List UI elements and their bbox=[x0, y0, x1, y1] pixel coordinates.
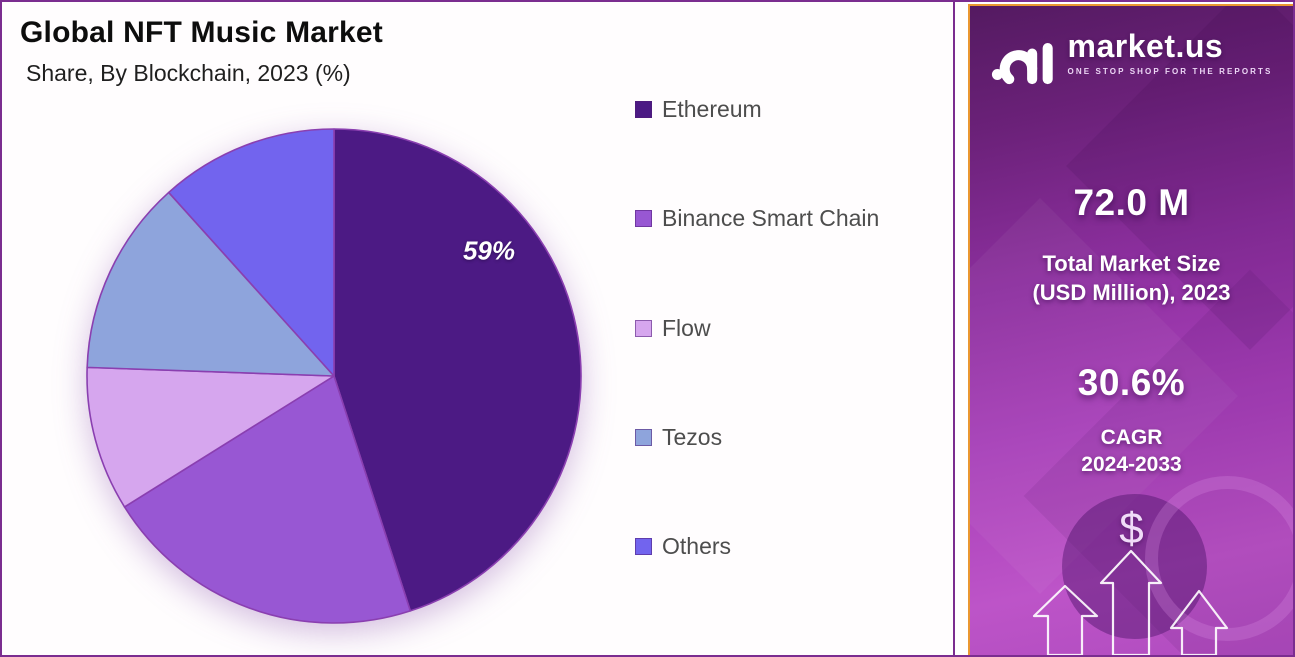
pie-data-label: 59% bbox=[462, 235, 516, 266]
legend-item: Ethereum bbox=[635, 96, 879, 123]
pie-circle bbox=[86, 128, 582, 624]
legend-label: Ethereum bbox=[662, 96, 762, 122]
dollar-icon: $ bbox=[1119, 504, 1144, 553]
card-divider bbox=[953, 2, 955, 655]
page-title: Global NFT Music Market bbox=[20, 16, 383, 49]
cagr-label: CAGR 2024-2033 bbox=[970, 424, 1293, 479]
cagr-value: 30.6% bbox=[1077, 362, 1186, 403]
cagr-label-line1: CAGR bbox=[1100, 426, 1163, 449]
growth-arrows-icon bbox=[1032, 549, 1229, 655]
legend-label: Binance Smart Chain bbox=[662, 205, 880, 232]
pie-slice bbox=[86, 191, 335, 377]
legend-swatch bbox=[635, 319, 652, 337]
market-size-label-line1: Total Market Size bbox=[1042, 251, 1221, 276]
legend-item: Binance Smart Chain bbox=[635, 205, 879, 232]
cagr-label-line2: 2024-2033 bbox=[1081, 453, 1182, 477]
market-size-label-line2: (USD Million), 2023 bbox=[1032, 279, 1231, 305]
market-us-logo: market.us ONE STOP SHOP FOR THE REPORTS bbox=[970, 30, 1293, 88]
brand-text-block: market.us ONE STOP SHOP FOR THE REPORTS bbox=[1068, 30, 1273, 76]
pie-slice bbox=[167, 128, 335, 377]
pie-slice bbox=[123, 375, 412, 624]
market-size-value: 72.0 M bbox=[1073, 182, 1190, 223]
chart-card: Global NFT Music Market Share, By Blockc… bbox=[2, 2, 955, 655]
legend-label: Others bbox=[662, 533, 732, 559]
market-us-logo-icon bbox=[991, 43, 1053, 85]
legend-item: Flow bbox=[635, 315, 879, 342]
market-size-label: Total Market Size (USD Million), 2023 bbox=[970, 250, 1293, 307]
legend-label: Tezos bbox=[662, 423, 723, 450]
legend-item: Tezos bbox=[635, 424, 879, 451]
brand-name: market.us bbox=[1067, 28, 1224, 64]
chart-subtitle: Share, By Blockchain, 2023 (%) bbox=[26, 60, 351, 86]
pie-slice bbox=[86, 366, 335, 508]
legend-swatch bbox=[635, 428, 652, 446]
brand-tagline: ONE STOP SHOP FOR THE REPORTS bbox=[1067, 67, 1273, 76]
chart-legend: Ethereum Binance Smart Chain Flow Tezos Othe… bbox=[635, 96, 879, 560]
legend-swatch bbox=[635, 538, 652, 555]
legend-label: Flow bbox=[662, 314, 711, 341]
pie-chart: 59% bbox=[84, 126, 584, 626]
legend-swatch bbox=[635, 210, 652, 228]
legend-swatch bbox=[635, 101, 652, 118]
sidebar-panel: market.us ONE STOP SHOP FOR THE REPORTS … bbox=[968, 4, 1293, 655]
legend-item: Others bbox=[635, 533, 879, 560]
pie-slice bbox=[333, 128, 582, 612]
